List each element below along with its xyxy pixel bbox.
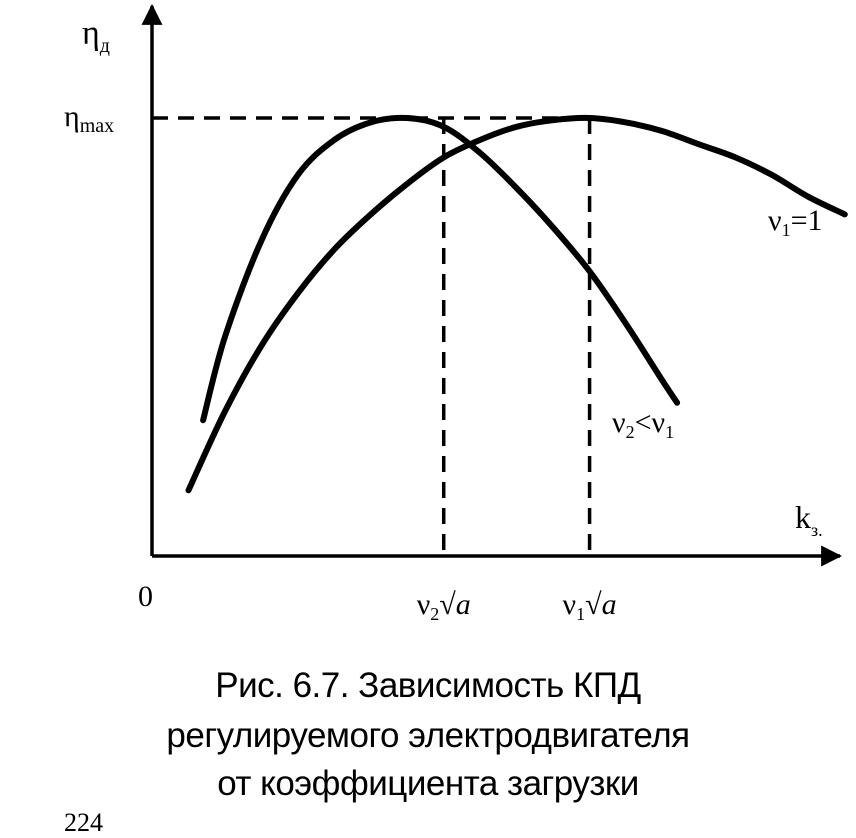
- figure-caption-line-2: регулируемого электродвигателя: [166, 716, 690, 755]
- figure-caption-line-1: Рис. 6.7. Зависимость КПД: [215, 666, 641, 705]
- figure-caption-line-3: от коэффициента загрузки: [217, 764, 639, 803]
- y-tick-max: ηmax: [64, 100, 114, 137]
- series-line-v2: [200, 114, 681, 424]
- series-label-v2: ν2<ν1: [612, 406, 674, 442]
- y-axis-label: ηд: [82, 15, 110, 57]
- series-label-v1: ν1=1: [768, 204, 823, 240]
- page-number: 224: [64, 808, 103, 837]
- origin-label: 0: [138, 580, 153, 613]
- x-tick-v1-sqrt-a: ν1√a: [563, 588, 617, 624]
- efficiency-chart: ηд ηmax kз. 0 ν2√a ν1√a ν1=1 ν2<ν1: [64, 3, 848, 624]
- x-axis-label: kз.: [795, 499, 823, 540]
- x-tick-v2-sqrt-a: ν2√a: [417, 588, 471, 624]
- series-line-v1: [185, 114, 848, 494]
